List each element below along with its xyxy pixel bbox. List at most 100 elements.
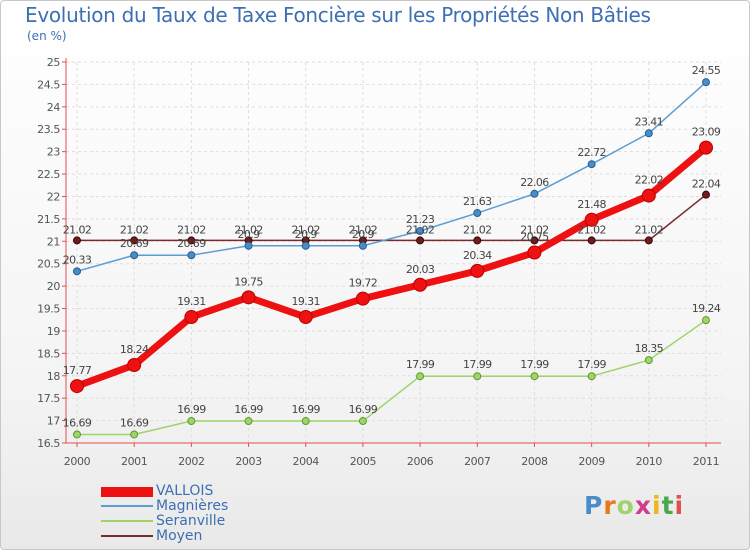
data-point-vallois <box>355 291 370 306</box>
data-label-magnieres: 24.55 <box>692 64 721 77</box>
data-point-seranville <box>530 372 539 381</box>
data-label-seranville: 16.69 <box>120 416 149 429</box>
legend-label-vallois: VALLOIS <box>156 483 214 499</box>
data-point-vallois <box>470 263 485 278</box>
data-point-vallois <box>184 310 199 325</box>
data-point-seranville <box>473 372 482 381</box>
logo-letter: r <box>603 491 617 520</box>
data-label-moyen: 21.02 <box>234 223 263 236</box>
x-tick-label: 2003 <box>235 455 262 468</box>
data-point-magnieres <box>244 241 253 250</box>
y-tick-label: 21 <box>47 235 60 248</box>
data-point-vallois <box>641 188 656 203</box>
legend-label-magnieres: Magnières <box>156 498 229 514</box>
logo-letter: x <box>634 491 652 520</box>
data-label-magnieres: 21.23 <box>406 213 435 226</box>
x-tick-label: 2001 <box>121 455 147 468</box>
data-label-seranville: 16.99 <box>291 403 320 416</box>
data-point-magnieres <box>530 189 539 198</box>
x-tick-label: 2007 <box>464 455 491 468</box>
data-point-seranville <box>73 430 81 439</box>
legend-swatch-vallois <box>101 487 153 497</box>
data-point-magnieres <box>644 129 653 138</box>
data-point-vallois <box>241 290 256 305</box>
data-label-vallois: 17.77 <box>63 364 92 377</box>
data-label-vallois: 20.03 <box>406 263 435 276</box>
data-label-moyen: 21.02 <box>177 223 206 236</box>
legend-swatch-magnieres <box>101 505 153 507</box>
unit-label: (en %) <box>27 29 67 43</box>
y-tick-label: 19.5 <box>37 303 60 316</box>
data-label-vallois: 21.48 <box>577 198 606 211</box>
data-label-vallois: 22.02 <box>635 174 664 187</box>
data-label-seranville: 18.35 <box>635 342 664 355</box>
y-tick-label: 17 <box>47 415 61 428</box>
data-point-moyen <box>530 236 539 245</box>
data-point-vallois <box>298 310 313 325</box>
data-point-seranville <box>702 316 710 325</box>
data-label-moyen: 21.02 <box>520 223 549 236</box>
data-point-vallois <box>527 245 542 260</box>
axis-layer: 16.5 17 17.5 18 18.5 19 19.5 20 20.5 21 21.5 22 22.5… <box>37 56 721 468</box>
data-point-magnieres <box>587 160 596 169</box>
data-point-magnieres <box>473 209 482 218</box>
y-tick-label: 24 <box>47 101 61 114</box>
data-point-moyen <box>702 190 710 199</box>
series-line-magnieres <box>76 81 707 273</box>
data-label-seranville: 16.69 <box>63 416 92 429</box>
data-label-magnieres: 20.9 <box>352 228 375 241</box>
data-label-magnieres: 20.9 <box>295 228 318 241</box>
y-tick-label: 16.5 <box>37 437 60 450</box>
data-point-seranville <box>301 417 310 426</box>
x-tick-label: 2000 <box>64 455 91 468</box>
data-label-moyen: 21.02 <box>291 223 320 236</box>
logo-letter: i <box>674 491 685 520</box>
data-label-seranville: 16.99 <box>234 403 263 416</box>
data-point-moyen <box>416 236 425 245</box>
data-label-magnieres: 22.06 <box>520 176 549 189</box>
y-tick-label: 24.5 <box>37 78 60 91</box>
data-label-moyen: 21.02 <box>63 223 92 236</box>
grid-layer <box>66 61 721 444</box>
y-tick-label: 18.5 <box>37 347 60 360</box>
legend-swatch-seranville <box>101 520 153 522</box>
x-tick-label: 2004 <box>293 455 320 468</box>
data-label-vallois: 19.72 <box>349 277 378 290</box>
data-label-vallois: 19.75 <box>234 275 263 288</box>
data-label-vallois: 19.31 <box>177 295 206 308</box>
legend-label-seranville: Seranville <box>156 513 226 529</box>
data-point-moyen <box>73 236 81 245</box>
proxiti-logo: Proxiti <box>584 491 684 520</box>
data-point-seranville <box>644 356 653 365</box>
series-line-seranville <box>77 319 707 436</box>
data-point-vallois <box>584 212 599 227</box>
data-point-magnieres <box>358 241 367 250</box>
logo-letter: i <box>652 491 662 520</box>
y-tick-label: 21.5 <box>37 213 60 226</box>
data-label-vallois: 20.34 <box>463 249 492 262</box>
data-point-vallois <box>127 358 142 373</box>
y-tick-label: 23.5 <box>37 123 60 136</box>
data-label-magnieres: 20.69 <box>120 237 149 250</box>
x-tick-label: 2006 <box>407 455 434 468</box>
data-label-seranville: 16.99 <box>349 403 378 416</box>
data-label-vallois: 23.09 <box>692 126 721 139</box>
chart-title: Evolution du Taux de Taxe Foncière sur l… <box>25 3 651 27</box>
x-tick-label: 2010 <box>636 455 663 468</box>
data-point-magnieres <box>301 241 310 250</box>
data-label-moyen: 21.02 <box>120 223 149 236</box>
data-point-magnieres <box>416 226 425 235</box>
data-label-magnieres: 23.41 <box>635 115 664 128</box>
data-point-seranville <box>358 417 367 426</box>
series-line-vallois <box>75 144 709 390</box>
data-point-vallois <box>699 140 713 155</box>
data-point-moyen <box>187 236 196 245</box>
data-label-magnieres: 21.63 <box>463 195 492 208</box>
x-tick-label: 2009 <box>578 455 605 468</box>
x-tick-label: 2008 <box>521 455 548 468</box>
x-tick-label: 2011 <box>693 455 719 468</box>
legend-swatch-moyen <box>101 535 153 537</box>
data-label-moyen: 21.02 <box>406 223 435 236</box>
